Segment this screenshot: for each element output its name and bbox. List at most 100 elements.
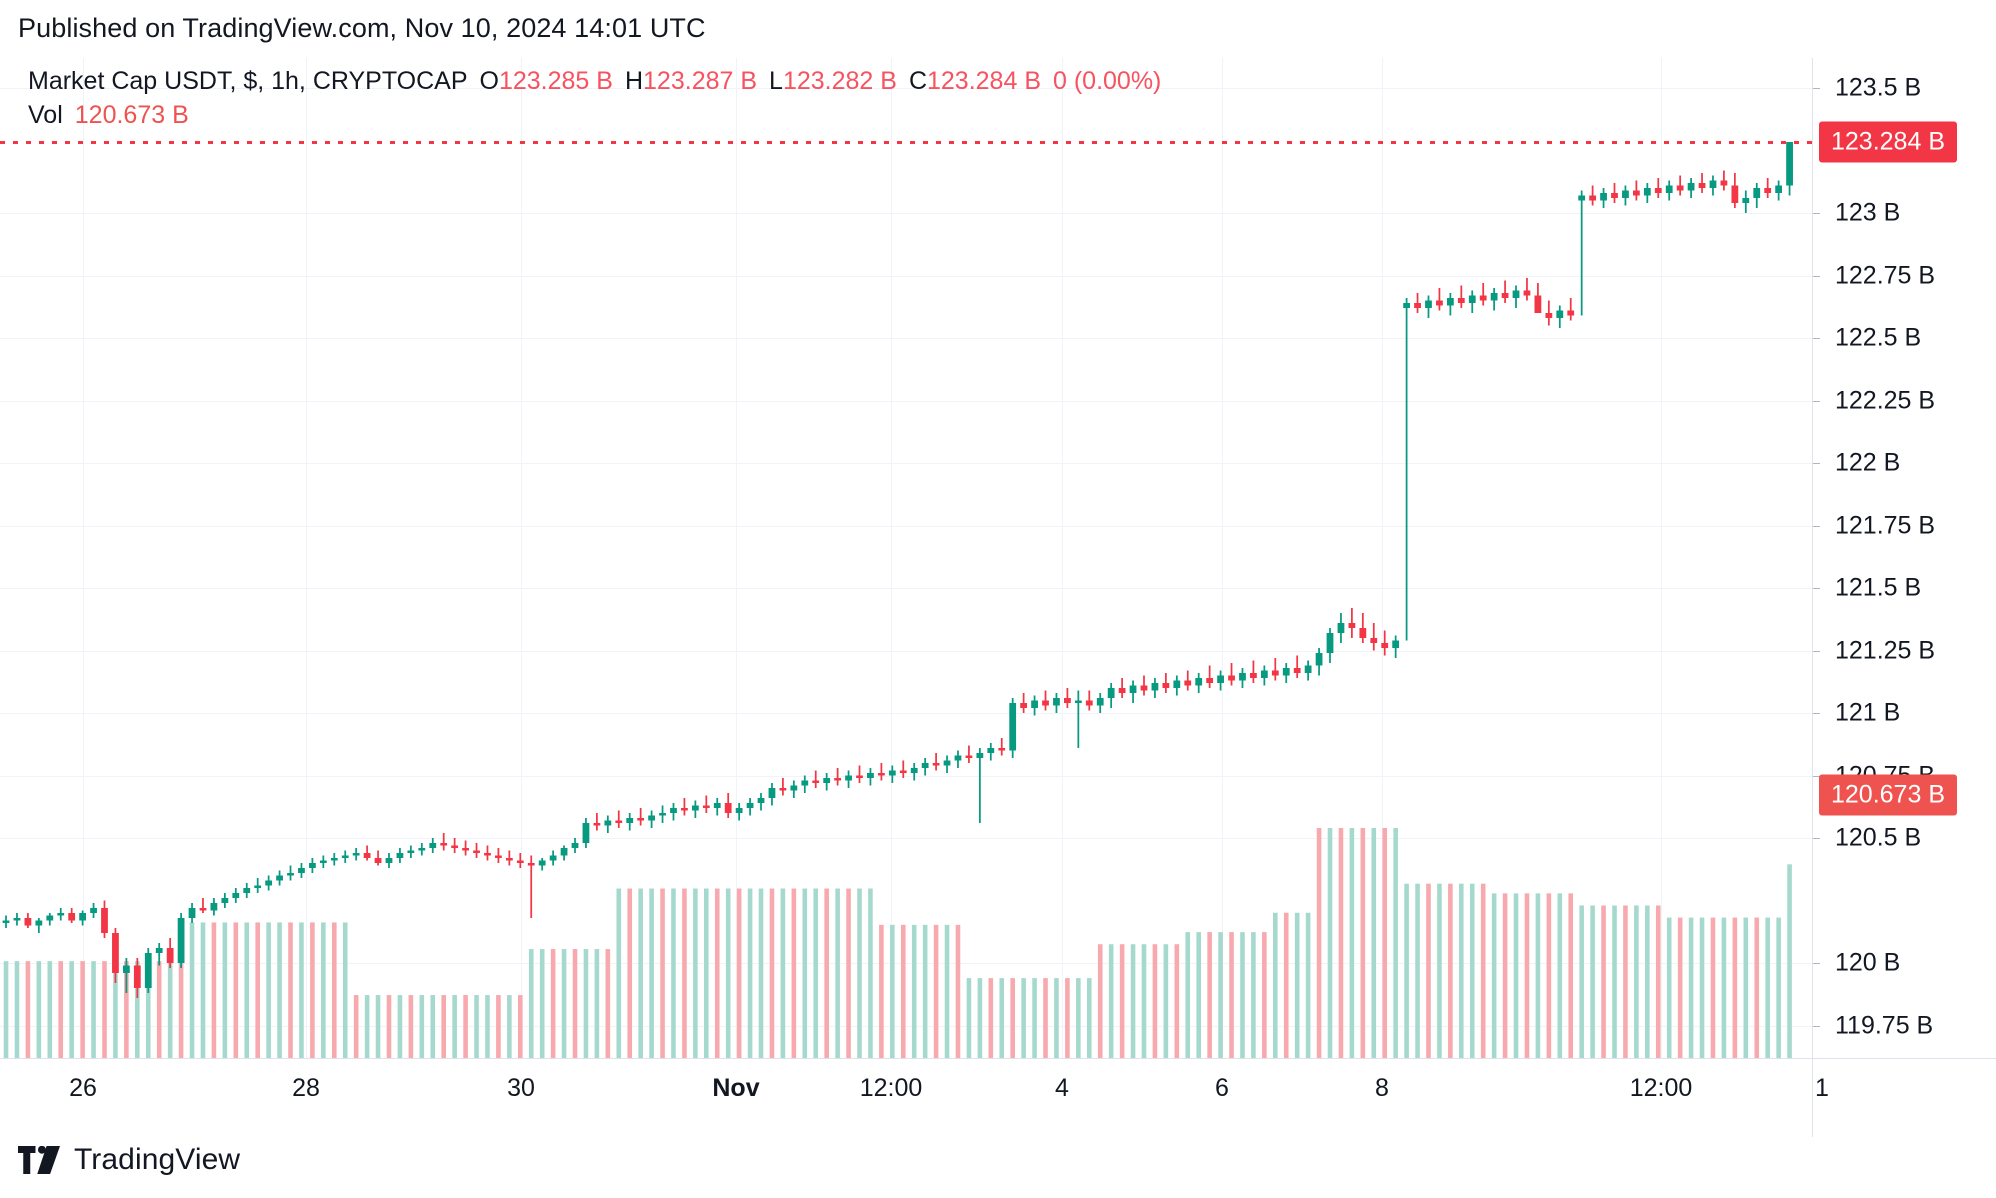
candle-body — [330, 858, 338, 861]
candle-body — [1326, 633, 1334, 653]
candle-wick — [880, 763, 883, 781]
candle-body — [210, 903, 218, 911]
candle-body — [122, 965, 130, 973]
time-axis-label: Nov — [712, 1074, 760, 1102]
volume-bar — [1459, 883, 1464, 1058]
candle-wick — [705, 795, 708, 813]
volume-bar — [36, 961, 42, 1058]
candle-body — [1534, 295, 1542, 313]
price-axis-tick — [1813, 588, 1820, 589]
volume-bar — [1535, 893, 1541, 1058]
candle-body — [976, 753, 984, 758]
candle-body — [867, 773, 874, 778]
candle-body — [1742, 198, 1750, 203]
candle-body — [243, 888, 251, 893]
volume-bar — [1743, 917, 1749, 1058]
volume-bar — [124, 961, 129, 1058]
candle-body — [943, 760, 951, 766]
volume-bar — [342, 922, 348, 1058]
price-axis[interactable]: 123.5 B 123 B 122.75 B 122.5 B 122.25 B 122 B… — [1812, 58, 1996, 1058]
volume-bar — [780, 888, 786, 1058]
volume-bar — [1327, 828, 1333, 1058]
volume-bar — [1393, 828, 1398, 1058]
volume-bar — [419, 995, 425, 1058]
volume-bar — [1645, 905, 1650, 1058]
candle-body — [1162, 683, 1170, 688]
time-axis-divider — [1812, 1059, 1813, 1137]
volume-bar — [1108, 944, 1114, 1058]
candle-wick — [125, 958, 128, 993]
volume-bar — [167, 961, 173, 1058]
candle-body — [276, 875, 283, 881]
candle-body — [451, 845, 459, 848]
candle-body — [352, 853, 360, 856]
candle-body — [374, 858, 382, 863]
candle-body — [1490, 293, 1498, 301]
volume-bar — [1054, 978, 1059, 1058]
candle-body — [1479, 295, 1487, 301]
candle-wick — [617, 810, 620, 828]
candle-body — [1731, 185, 1739, 203]
volume-bar — [933, 924, 939, 1058]
volume-bar — [802, 888, 808, 1058]
volume-bar — [1415, 883, 1420, 1058]
candle-body — [505, 858, 513, 861]
current-price-tag[interactable]: 123.284 B — [1819, 121, 1957, 163]
candle-body — [1206, 678, 1214, 683]
candle-body — [921, 763, 929, 768]
candle-wick — [202, 898, 204, 913]
time-axis[interactable]: 26 28 30 Nov 12:00 4 6 8 12:00 1 — [0, 1058, 1996, 1137]
candle-body — [615, 820, 623, 823]
volume-bar — [1491, 893, 1497, 1058]
candle-body — [845, 775, 852, 781]
candle-body — [1468, 295, 1476, 303]
price-axis-tick — [1813, 526, 1820, 527]
price-axis-label: 120.5 B — [1835, 823, 1922, 852]
time-axis-label: 1 — [1815, 1074, 1829, 1102]
candle-wick — [1296, 655, 1299, 678]
price-axis-label: 122.5 B — [1835, 323, 1922, 352]
candle-body — [1118, 688, 1126, 693]
volume-price-tag[interactable]: 120.673 B — [1819, 774, 1957, 816]
candle-body — [604, 820, 612, 826]
volume-bar — [890, 924, 895, 1058]
candle-body — [1578, 195, 1586, 201]
volume-bar — [1710, 917, 1716, 1058]
price-axis-tick — [1813, 713, 1820, 714]
chart-plot-area[interactable] — [0, 58, 1812, 1058]
candle-wick — [1274, 658, 1277, 681]
price-axis-label: 119.75 B — [1835, 1011, 1934, 1039]
chart-container: Market Cap USDT, $, 1h, CRYPTOCAP O123.28… — [0, 58, 1996, 1058]
candle-body — [1184, 680, 1192, 686]
price-axis-tick — [1813, 838, 1820, 839]
candle-body — [1676, 185, 1684, 191]
candle-wick — [1208, 665, 1211, 688]
volume-bar — [769, 888, 775, 1058]
candle-body — [407, 850, 415, 853]
candle-body — [691, 805, 699, 811]
volume-bar — [200, 922, 206, 1058]
volume-bar — [288, 922, 293, 1058]
volume-bar — [1163, 944, 1169, 1058]
candle-body — [1709, 180, 1717, 188]
volume-bar — [1612, 905, 1617, 1058]
candle-body — [144, 953, 152, 988]
candle-wick — [935, 753, 937, 771]
candle-body — [1665, 185, 1673, 193]
volume-bar — [80, 961, 85, 1058]
price-axis-label: 121.75 B — [1835, 511, 1936, 539]
candle-body — [1643, 188, 1651, 196]
candle-wick — [1482, 283, 1485, 306]
volume-bar — [528, 949, 534, 1058]
candle-wick — [836, 768, 839, 786]
candle-body — [1129, 685, 1137, 693]
volume-bar — [310, 922, 315, 1058]
candle-body — [1720, 180, 1728, 186]
price-axis-label: 122.75 B — [1835, 261, 1936, 289]
candle-body — [1239, 673, 1246, 681]
candle-wick — [1504, 280, 1506, 303]
candle-body — [1753, 188, 1761, 198]
candle-body — [812, 780, 820, 783]
volume-bar — [1765, 917, 1770, 1058]
volume-bar — [1076, 978, 1081, 1058]
